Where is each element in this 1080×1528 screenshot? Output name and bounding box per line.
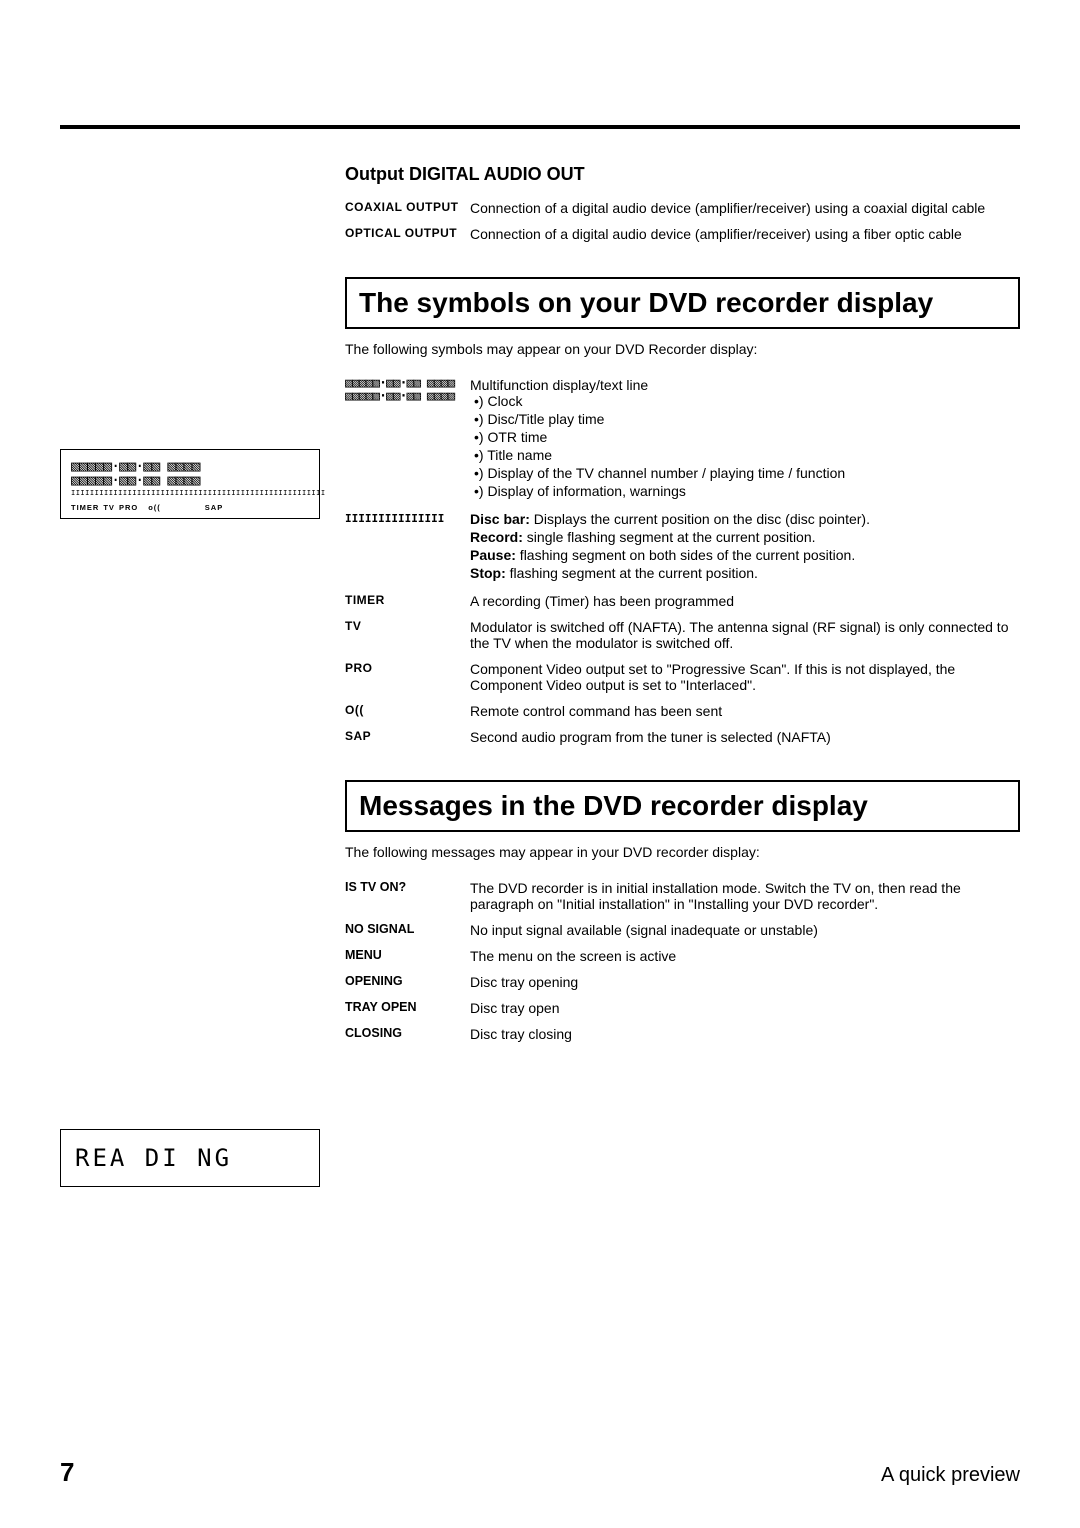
row-label: CLOSING — [345, 1021, 470, 1047]
segment-glyph-cell: ▧▧▧▧▧·▧▧·▧▧ ▧▧▧▧▧▧▧▧▧·▧▧·▧▧ ▧▧▧▧ — [345, 372, 470, 506]
list-item: Disc/Title play time — [474, 411, 1012, 427]
row-label: IS TV ON? — [345, 875, 470, 917]
right-column: Output DIGITAL AUDIO OUT COAXIAL OUTPUT … — [345, 164, 1020, 1187]
messages-section-title: Messages in the DVD recorder display — [345, 780, 1020, 832]
row-desc: Disc tray opening — [470, 969, 1020, 995]
indicator-tv: TV — [103, 503, 115, 512]
table-row: PRO Component Video output set to "Progr… — [345, 656, 1020, 698]
pause-bold: Pause: — [470, 547, 516, 563]
discbar-desc: Disc bar: Displays the current position … — [470, 506, 1020, 588]
table-row: ▧▧▧▧▧·▧▧·▧▧ ▧▧▧▧▧▧▧▧▧·▧▧·▧▧ ▧▧▧▧ Multifu… — [345, 372, 1020, 506]
row-desc: The menu on the screen is active — [470, 943, 1020, 969]
table-row: IS TV ON? The DVD recorder is in initial… — [345, 875, 1020, 917]
messages-table: IS TV ON? The DVD recorder is in initial… — [345, 875, 1020, 1047]
row-desc: Component Video output set to "Progressi… — [470, 656, 1020, 698]
table-row: SAP Second audio program from the tuner … — [345, 724, 1020, 750]
table-row: TIMER A recording (Timer) has been progr… — [345, 588, 1020, 614]
table-row: TV Modulator is switched off (NAFTA). Th… — [345, 614, 1020, 656]
row-label: TIMER — [345, 588, 470, 614]
row-label: OPENING — [345, 969, 470, 995]
stop-text: flashing segment at the current position… — [506, 565, 758, 581]
row-label: MENU — [345, 943, 470, 969]
row-desc: Remote control command has been sent — [470, 698, 1020, 724]
left-column: ▧▧▧▧▧·▧▧·▧▧ ▧▧▧▧ ▧▧▧▧▧·▧▧·▧▧ ▧▧▧▧ IIIIII… — [60, 164, 325, 1187]
table-row: CLOSING Disc tray closing — [345, 1021, 1020, 1047]
table-row: MENU The menu on the screen is active — [345, 943, 1020, 969]
indicator-pro: PRO — [119, 503, 138, 512]
messages-intro: The following messages may appear in you… — [345, 844, 1020, 860]
reading-display-box: REA DI NG — [60, 1129, 320, 1187]
footer-label: A quick preview — [881, 1464, 1020, 1487]
row-desc: No input signal available (signal inadeq… — [470, 917, 1020, 943]
table-row: OPTICAL OUTPUT Connection of a digital a… — [345, 221, 1020, 247]
row-desc: Modulator is switched off (NAFTA). The a… — [470, 614, 1020, 656]
table-row: COAXIAL OUTPUT Connection of a digital a… — [345, 195, 1020, 221]
row-label: SAP — [345, 724, 470, 750]
row-label: COAXIAL OUTPUT — [345, 195, 470, 221]
content-area: ▧▧▧▧▧·▧▧·▧▧ ▧▧▧▧ ▧▧▧▧▧·▧▧·▧▧ ▧▧▧▧ IIIIII… — [60, 164, 1020, 1187]
list-item: Title name — [474, 447, 1012, 463]
row-desc: Disc tray open — [470, 995, 1020, 1021]
table-row: OPENING Disc tray opening — [345, 969, 1020, 995]
row-desc: Connection of a digital audio device (am… — [470, 221, 1020, 247]
segment-glyph-icon: ▧▧▧▧▧·▧▧·▧▧ ▧▧▧▧▧▧▧▧▧·▧▧·▧▧ ▧▧▧▧ — [345, 377, 454, 403]
row-label: TRAY OPEN — [345, 995, 470, 1021]
stop-bold: Stop: — [470, 565, 506, 581]
row-label: TV — [345, 614, 470, 656]
table-row: NO SIGNAL No input signal available (sig… — [345, 917, 1020, 943]
disc-bar-text: Displays the current position on the dis… — [530, 511, 870, 527]
row-desc: The DVD recorder is in initial installat… — [470, 875, 1020, 917]
discbar-glyph-cell: IIIIIIIIIIIIIII — [345, 506, 470, 588]
output-heading: Output DIGITAL AUDIO OUT — [345, 164, 1020, 185]
tick-row: IIIIIIIIIIIIIIIIIIIIIIIIIIIIIIIIIIIIIIII… — [71, 489, 309, 497]
segment-row-2: ▧▧▧▧▧·▧▧·▧▧ ▧▧▧▧ — [71, 474, 309, 488]
row-desc: Connection of a digital audio device (am… — [470, 195, 1020, 221]
pause-text: flashing segment on both sides of the cu… — [516, 547, 855, 563]
reading-glyph: REA DI NG — [75, 1144, 232, 1172]
table-row: IIIIIIIIIIIIIII Disc bar: Displays the c… — [345, 506, 1020, 588]
list-item: Display of information, warnings — [474, 483, 1012, 499]
row-label: PRO — [345, 656, 470, 698]
indicator-remote-icon: o(( — [148, 503, 161, 512]
symbols-section-title: The symbols on your DVD recorder display — [345, 277, 1020, 329]
multifunction-cell: Multifunction display/text line Clock Di… — [470, 372, 1020, 506]
output-table: COAXIAL OUTPUT Connection of a digital a… — [345, 195, 1020, 247]
remote-icon-cell: o(( — [345, 698, 470, 724]
row-desc: Second audio program from the tuner is s… — [470, 724, 1020, 750]
list-item: OTR time — [474, 429, 1012, 445]
display-panel-diagram: ▧▧▧▧▧·▧▧·▧▧ ▧▧▧▧ ▧▧▧▧▧·▧▧·▧▧ ▧▧▧▧ IIIIII… — [60, 449, 320, 519]
indicator-row: TIMER TV PRO o(( SAP — [71, 503, 309, 512]
list-item: Clock — [474, 393, 1012, 409]
row-desc: A recording (Timer) has been programmed — [470, 588, 1020, 614]
indicator-timer: TIMER — [71, 503, 99, 512]
symbols-table: ▧▧▧▧▧·▧▧·▧▧ ▧▧▧▧▧▧▧▧▧·▧▧·▧▧ ▧▧▧▧ Multifu… — [345, 372, 1020, 750]
table-row: TRAY OPEN Disc tray open — [345, 995, 1020, 1021]
row-label: NO SIGNAL — [345, 917, 470, 943]
top-rule — [60, 125, 1020, 129]
page-number: 7 — [60, 1457, 74, 1488]
page-footer: 7 A quick preview — [60, 1457, 1020, 1488]
table-row: o(( Remote control command has been sent — [345, 698, 1020, 724]
disc-bar-bold: Disc bar: — [470, 511, 530, 527]
multifunction-list: Clock Disc/Title play time OTR time Titl… — [470, 393, 1012, 499]
symbols-intro: The following symbols may appear on your… — [345, 341, 1020, 357]
row-label: OPTICAL OUTPUT — [345, 221, 470, 247]
row-desc: Disc tray closing — [470, 1021, 1020, 1047]
record-text: single flashing segment at the current p… — [523, 529, 816, 545]
indicator-sap: SAP — [205, 503, 223, 512]
discbar-icon: IIIIIIIIIIIIIII — [345, 512, 444, 525]
multifunction-intro: Multifunction display/text line — [470, 377, 1012, 393]
record-bold: Record: — [470, 529, 523, 545]
list-item: Display of the TV channel number / playi… — [474, 465, 1012, 481]
